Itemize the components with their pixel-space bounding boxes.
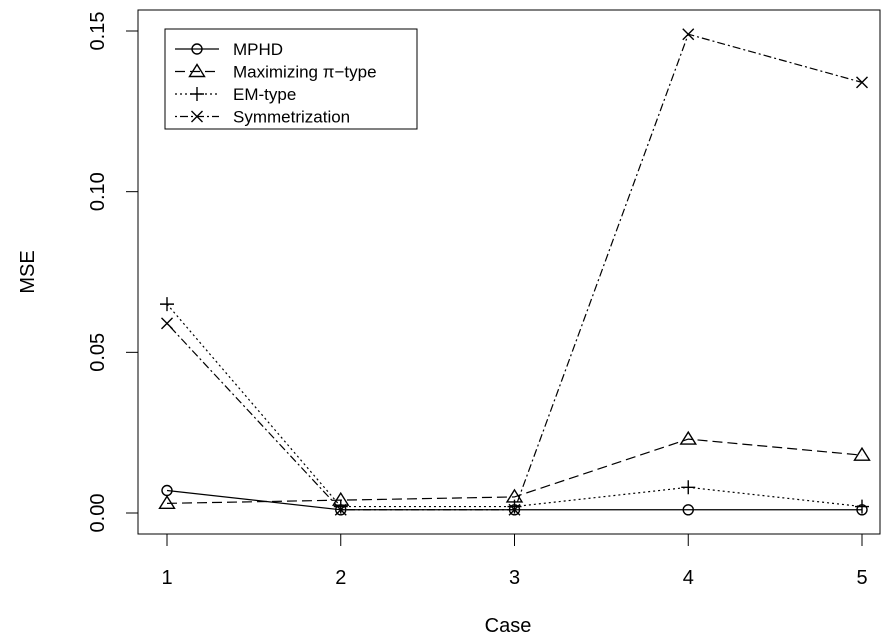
- legend-item-symmetrization: Symmetrization: [175, 108, 350, 127]
- data-point: [853, 446, 871, 461]
- legend-marker: [190, 87, 204, 101]
- y-tick-label: 0.00: [87, 494, 109, 533]
- data-point: [682, 504, 694, 516]
- legend-label: EM-type: [233, 85, 296, 104]
- data-point: [507, 499, 522, 514]
- data-point: [334, 503, 347, 516]
- series-maximizing-type: [158, 430, 871, 510]
- x-tick-label: 5: [856, 567, 867, 589]
- data-point: [856, 76, 868, 89]
- data-point: [161, 317, 173, 330]
- legend-item-maximizing-type: Maximizing π−type: [175, 63, 377, 82]
- series-line: [166, 438, 863, 504]
- legend: MPHD Maximizing π−type EM-type Symmetrizati…: [164, 28, 418, 130]
- x-axis-label: Case: [485, 615, 532, 637]
- series-symmetrization: [161, 28, 868, 516]
- y-axis-label: MSE: [17, 250, 39, 293]
- y-axis: 0.00 0.05 0.10 0.15: [87, 12, 139, 533]
- legend-label: Maximizing π−type: [233, 63, 377, 82]
- y-tick-label: 0.15: [87, 12, 109, 51]
- x-tick-label: 1: [161, 567, 172, 589]
- x-tick-label: 2: [335, 567, 346, 589]
- data-point: [681, 480, 696, 495]
- data-point: [158, 495, 176, 510]
- legend-marker: [191, 43, 203, 55]
- legend-item-mphd: MPHD: [175, 40, 283, 59]
- legend-box: [164, 28, 418, 130]
- series-em-type: [160, 297, 869, 514]
- y-tick-label: 0.10: [87, 172, 109, 211]
- y-tick-label: 0.05: [87, 333, 109, 372]
- x-axis: 1 2 3 4 5: [161, 533, 868, 589]
- legend-label: Symmetrization: [233, 108, 350, 127]
- series-layer: [158, 28, 871, 516]
- legend-marker: [188, 63, 206, 78]
- data-point: [508, 503, 521, 516]
- x-tick-label: 4: [683, 567, 694, 589]
- data-point: [333, 499, 348, 514]
- legend-label: MPHD: [233, 40, 283, 59]
- data-point: [682, 28, 695, 41]
- x-tick-label: 3: [509, 567, 520, 589]
- legend-marker: [191, 110, 203, 123]
- data-point: [160, 297, 174, 312]
- legend-item-em-type: EM-type: [175, 85, 296, 104]
- data-point: [855, 499, 869, 514]
- data-point: [679, 430, 698, 445]
- series-line: [166, 303, 863, 508]
